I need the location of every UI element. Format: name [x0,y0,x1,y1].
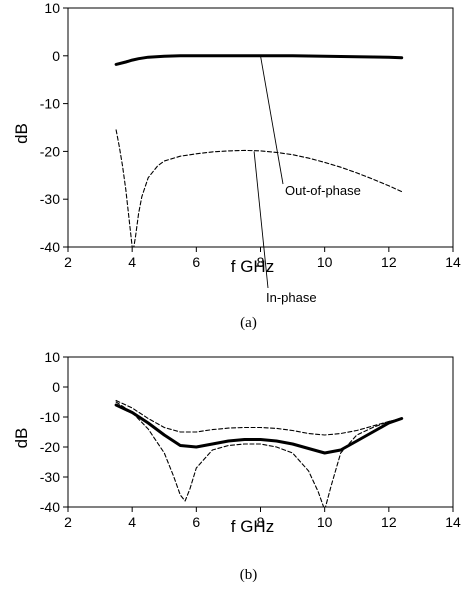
y-tick-label: 10 [44,0,60,16]
series-2-line [115,401,403,507]
panel-caption: (a) [240,315,257,331]
x-tick-label: 12 [381,514,397,530]
chart-panel-a: 2 4 6 8 10 12 14 -40 -30 -20 -10 0 10 f GHz dB (a) Out-o… [12,0,461,331]
x-tick-label: 4 [128,514,136,530]
x-tick-label: 14 [445,514,461,530]
panel-caption: (b) [240,567,258,583]
x-tick-label: 6 [192,514,200,530]
y-tick-label: -20 [40,439,60,455]
series-in-phase-line [115,129,403,247]
y-tick-label: -20 [40,143,60,159]
x-axis-title: f GHz [231,517,274,536]
y-tick-label: -40 [40,239,60,255]
y-tick-label: 0 [52,48,60,64]
x-tick-label: 8 [257,514,265,530]
x-tick-label: 10 [317,514,333,530]
x-axis-title: f GHz [231,257,274,276]
chart-panel-b: 2 4 6 8 10 12 14 -40 -30 -20 -10 0 10 f GHz dB (b) [12,349,461,583]
x-tick-label: 2 [64,514,72,530]
annotation-leader [253,151,269,289]
x-tick-label: 8 [257,254,265,270]
annotation-leader [260,55,284,185]
y-axis-title: dB [12,428,31,449]
y-tick-label: -40 [40,499,60,515]
series-3-line [115,399,403,436]
y-tick-label: -30 [40,191,60,207]
y-tick-label: -30 [40,469,60,485]
series-out-of-phase-line [114,54,404,66]
plot-frame [67,356,454,508]
series-1-line [114,403,404,455]
y-axis-title: dB [12,123,31,144]
x-tick-label: 4 [128,254,136,270]
x-tick-label: 2 [64,254,72,270]
x-tick-label: 12 [381,254,397,270]
y-tick-label: -10 [40,96,60,112]
annotation-label: In-phase [266,290,317,305]
annotation-label: Out-of-phase [285,183,361,198]
x-tick-label: 10 [317,254,333,270]
y-tick-label: 10 [44,349,60,365]
x-tick-label: 6 [192,254,200,270]
y-tick-label: 0 [52,379,60,395]
x-tick-label: 14 [445,254,461,270]
y-tick-label: -10 [40,409,60,425]
